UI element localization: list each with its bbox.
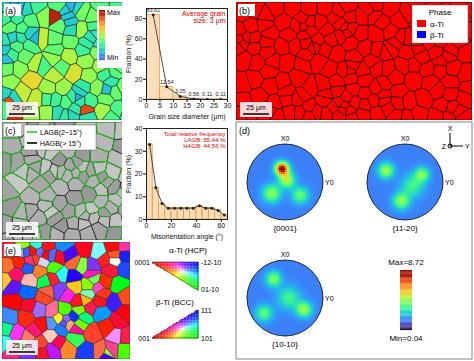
svg-text:(d): (d) [239, 126, 250, 136]
svg-text:3.05: 3.05 [175, 88, 186, 94]
svg-text:30: 30 [224, 102, 232, 109]
svg-text:Min=0.04: Min=0.04 [389, 334, 423, 343]
svg-text:Fraction (%): Fraction (%) [125, 155, 133, 193]
svg-text:0: 0 [139, 96, 143, 103]
svg-text:0: 0 [139, 216, 143, 223]
svg-text:25: 25 [210, 102, 218, 109]
svg-text:25 μm: 25 μm [12, 224, 32, 232]
svg-text:Average grainsize: 3 μm: Average grainsize: 3 μm [182, 10, 226, 25]
svg-text:20: 20 [168, 222, 176, 229]
svg-text:001: 001 [138, 335, 150, 342]
svg-text:10: 10 [135, 193, 143, 200]
svg-text:(e): (e) [5, 246, 16, 256]
svg-text:Phase: Phase [429, 8, 452, 17]
svg-text:20: 20 [135, 76, 143, 83]
svg-text:0: 0 [145, 102, 149, 109]
svg-text:0.11: 0.11 [216, 91, 226, 97]
svg-text:25 μm: 25 μm [12, 104, 32, 112]
svg-text:0.11: 0.11 [202, 91, 212, 97]
svg-text:Z: Z [442, 143, 447, 150]
svg-text:Y0: Y0 [325, 179, 334, 186]
svg-text:Y0: Y0 [445, 179, 454, 186]
svg-text:α-Ti (HCP): α-Ti (HCP) [169, 246, 207, 255]
svg-text:30: 30 [135, 147, 143, 154]
svg-text:0.56: 0.56 [188, 91, 199, 97]
svg-text:01-10: 01-10 [201, 286, 219, 293]
svg-text:15: 15 [183, 102, 191, 109]
svg-text:(c): (c) [5, 126, 16, 136]
svg-text:40: 40 [135, 125, 143, 132]
svg-text:LAGB(2~15°): LAGB(2~15°) [40, 129, 82, 137]
svg-text:0: 0 [145, 222, 149, 229]
svg-text:X0: X0 [281, 135, 290, 142]
svg-text:12.54: 12.54 [160, 79, 174, 85]
svg-text:5: 5 [158, 102, 162, 109]
svg-text:Y: Y [465, 143, 470, 150]
svg-text:Total relative frequencyLAGB:: Total relative frequencyLAGB: 55.44 %HAG… [164, 131, 226, 149]
svg-text:{10-10}: {10-10} [272, 340, 298, 349]
svg-text:(b): (b) [239, 6, 250, 16]
svg-text:10: 10 [170, 102, 178, 109]
svg-text:Fraction (%): Fraction (%) [125, 35, 133, 73]
svg-text:X0: X0 [401, 135, 410, 142]
svg-text:40: 40 [192, 222, 200, 229]
svg-text:β-Ti (BCC): β-Ti (BCC) [156, 298, 194, 307]
svg-text:20: 20 [135, 170, 143, 177]
svg-text:0001: 0001 [134, 259, 150, 266]
svg-text:-12-10: -12-10 [201, 259, 221, 266]
svg-text:Max=8.72: Max=8.72 [388, 258, 424, 267]
svg-text:{0001}: {0001} [273, 224, 296, 233]
svg-text:Grain size diameter (μm): Grain size diameter (μm) [148, 113, 225, 121]
svg-text:Y0: Y0 [325, 295, 334, 302]
svg-text:Max: Max [107, 9, 121, 16]
svg-text:X0: X0 [281, 251, 290, 258]
svg-text:101: 101 [201, 335, 213, 342]
svg-text:{11-20}: {11-20} [392, 224, 418, 233]
svg-text:40: 40 [135, 55, 143, 62]
svg-text:HAGB(> 15°): HAGB(> 15°) [40, 140, 81, 148]
svg-text:X: X [448, 125, 453, 132]
svg-text:60: 60 [135, 35, 143, 42]
svg-text:25 μm: 25 μm [12, 342, 32, 350]
svg-text:α-Ti: α-Ti [430, 20, 444, 29]
svg-text:(a): (a) [5, 6, 16, 16]
svg-text:25 μm: 25 μm [246, 104, 266, 112]
svg-text:60: 60 [217, 222, 225, 229]
svg-text:Min: Min [107, 54, 118, 61]
svg-text:Misorientation angle (°): Misorientation angle (°) [151, 233, 223, 241]
svg-text:20: 20 [197, 102, 205, 109]
svg-text:111: 111 [201, 307, 212, 314]
svg-text:80: 80 [135, 15, 143, 22]
svg-text:83.61: 83.61 [146, 7, 160, 13]
svg-text:β-Ti: β-Ti [430, 31, 444, 40]
